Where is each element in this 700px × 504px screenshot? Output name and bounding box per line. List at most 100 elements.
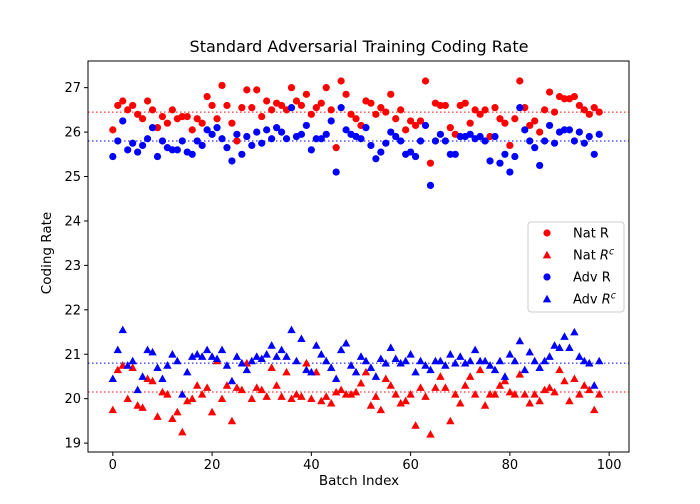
point-1-7 — [143, 374, 152, 383]
point-1-89 — [550, 387, 559, 396]
point-3-43 — [322, 356, 331, 365]
point-0-6 — [138, 115, 147, 123]
point-0-38 — [297, 101, 306, 110]
point-3-25 — [232, 352, 242, 360]
x-tick-label: 0 — [109, 458, 117, 473]
point-3-0 — [108, 374, 118, 383]
point-3-12 — [168, 350, 177, 358]
point-1-14 — [178, 427, 187, 436]
y-tick-label: 22 — [64, 303, 81, 318]
point-3-86 — [535, 363, 544, 371]
point-1-58 — [396, 398, 405, 407]
point-2-97 — [590, 150, 598, 158]
y-tick-label: 20 — [64, 392, 81, 407]
point-0-41 — [312, 104, 320, 112]
point-3-83 — [520, 365, 529, 374]
point-1-66 — [436, 372, 445, 380]
legend-box — [527, 221, 625, 313]
point-2-9 — [153, 152, 162, 161]
point-0-36 — [287, 84, 296, 92]
point-3-66 — [436, 356, 445, 365]
y-tick-label: 21 — [64, 348, 81, 363]
point-3-33 — [272, 352, 281, 360]
point-3-15 — [183, 367, 192, 376]
point-2-2 — [119, 117, 127, 125]
point-0-18 — [198, 119, 206, 127]
point-3-11 — [163, 361, 172, 369]
point-1-5 — [133, 401, 142, 409]
point-3-80 — [505, 350, 515, 358]
point-0-84 — [526, 121, 534, 130]
point-1-31 — [262, 392, 271, 400]
point-1-72 — [465, 372, 475, 380]
point-2-19 — [203, 126, 211, 134]
point-1-61 — [411, 421, 420, 429]
point-1-69 — [451, 390, 460, 398]
point-0-48 — [347, 110, 355, 118]
point-1-45 — [331, 387, 341, 396]
point-0-47 — [342, 90, 350, 98]
legend-marker-2 — [543, 273, 551, 281]
point-3-71 — [461, 358, 470, 367]
point-3-59 — [401, 356, 410, 365]
point-3-88 — [545, 352, 554, 360]
point-2-5 — [134, 148, 142, 156]
point-2-14 — [178, 137, 186, 145]
point-2-25 — [233, 130, 241, 138]
point-1-26 — [237, 385, 247, 394]
point-0-10 — [158, 112, 167, 121]
point-3-18 — [197, 352, 207, 360]
data-points — [108, 77, 604, 438]
point-0-42 — [317, 99, 325, 107]
point-2-36 — [287, 104, 296, 112]
point-3-36 — [287, 325, 296, 334]
point-1-50 — [356, 378, 366, 387]
point-0-4 — [129, 101, 137, 110]
point-0-88 — [545, 88, 554, 96]
point-2-38 — [297, 130, 306, 138]
point-0-59 — [402, 126, 410, 134]
point-0-49 — [352, 115, 360, 123]
point-1-71 — [461, 381, 470, 389]
point-1-1 — [113, 365, 122, 374]
point-1-67 — [441, 383, 450, 391]
point-3-63 — [421, 361, 430, 369]
point-2-81 — [511, 152, 519, 161]
point-1-77 — [490, 390, 500, 398]
point-3-6 — [138, 372, 147, 380]
point-3-7 — [143, 345, 152, 354]
point-2-98 — [595, 130, 603, 138]
point-3-53 — [371, 372, 381, 380]
point-3-98 — [595, 356, 604, 365]
point-2-45 — [332, 168, 340, 176]
point-1-30 — [257, 385, 266, 394]
point-2-22 — [218, 135, 226, 143]
point-0-63 — [421, 77, 430, 85]
point-0-23 — [223, 101, 231, 110]
x-tick-label: 80 — [502, 458, 519, 473]
point-3-31 — [262, 350, 271, 358]
point-1-35 — [282, 367, 291, 376]
point-1-57 — [391, 390, 400, 398]
point-0-29 — [253, 86, 261, 94]
point-2-39 — [302, 121, 310, 130]
point-3-26 — [237, 358, 247, 367]
point-2-66 — [436, 130, 444, 138]
point-2-54 — [377, 148, 385, 156]
point-2-69 — [451, 150, 459, 158]
point-1-37 — [292, 390, 301, 398]
point-2-57 — [392, 132, 400, 141]
point-3-47 — [341, 338, 351, 347]
legend-marker-0 — [543, 229, 551, 237]
legend-label-0: Nat R — [573, 227, 609, 242]
point-0-62 — [416, 117, 425, 125]
point-1-80 — [505, 387, 515, 396]
legend: Nat R Nat Rc Adv R Adv Rc — [527, 221, 625, 313]
point-0-86 — [536, 128, 544, 136]
point-1-46 — [336, 385, 346, 394]
point-0-17 — [193, 115, 201, 123]
point-3-45 — [331, 374, 341, 383]
point-3-44 — [327, 363, 336, 371]
point-2-51 — [362, 124, 370, 132]
point-1-96 — [585, 385, 594, 394]
